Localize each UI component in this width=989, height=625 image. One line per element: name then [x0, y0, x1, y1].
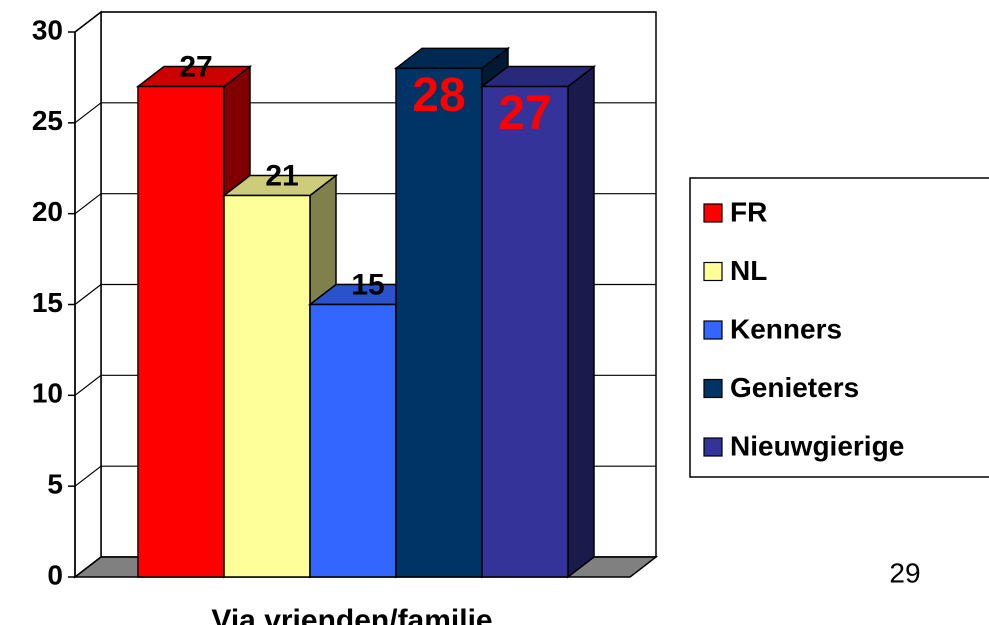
bar-front	[223, 194, 311, 578]
legend-swatch	[703, 437, 723, 457]
data-label: 28	[412, 69, 465, 122]
legend-label: Kenners	[730, 313, 842, 344]
page-number: 29	[889, 557, 920, 588]
legend-swatch	[703, 203, 723, 223]
data-label: 21	[265, 159, 298, 192]
legend-swatch	[703, 320, 723, 340]
legend-box	[689, 177, 989, 478]
legend-swatch	[703, 378, 723, 399]
bar-front	[481, 85, 569, 578]
y-tick-label: 10	[32, 378, 63, 409]
y-tick-label: 0	[47, 559, 63, 590]
y-tick-label: 25	[32, 105, 63, 136]
legend-label: FR	[730, 196, 767, 227]
bar-front	[395, 67, 483, 578]
bar	[221, 173, 339, 579]
grid-line	[74, 11, 656, 33]
legend-label: Nieuwgierige	[730, 430, 904, 461]
bar-front	[137, 85, 225, 578]
data-label: 27	[179, 50, 212, 83]
y-tick-label: 30	[32, 14, 63, 45]
bar	[479, 64, 597, 579]
y-tick-label: 20	[32, 196, 63, 227]
data-label: 27	[498, 87, 551, 140]
legend-swatch	[703, 261, 723, 282]
data-label: 15	[351, 268, 384, 301]
y-tick-label: 5	[47, 469, 63, 500]
y-tick-label: 15	[32, 287, 63, 318]
bar-front	[309, 303, 397, 578]
x-tick-label: Via vrienden/familie	[211, 604, 492, 625]
bar-side	[567, 64, 595, 579]
legend-label: Genieters	[730, 372, 859, 403]
legend-label: NL	[730, 255, 767, 286]
